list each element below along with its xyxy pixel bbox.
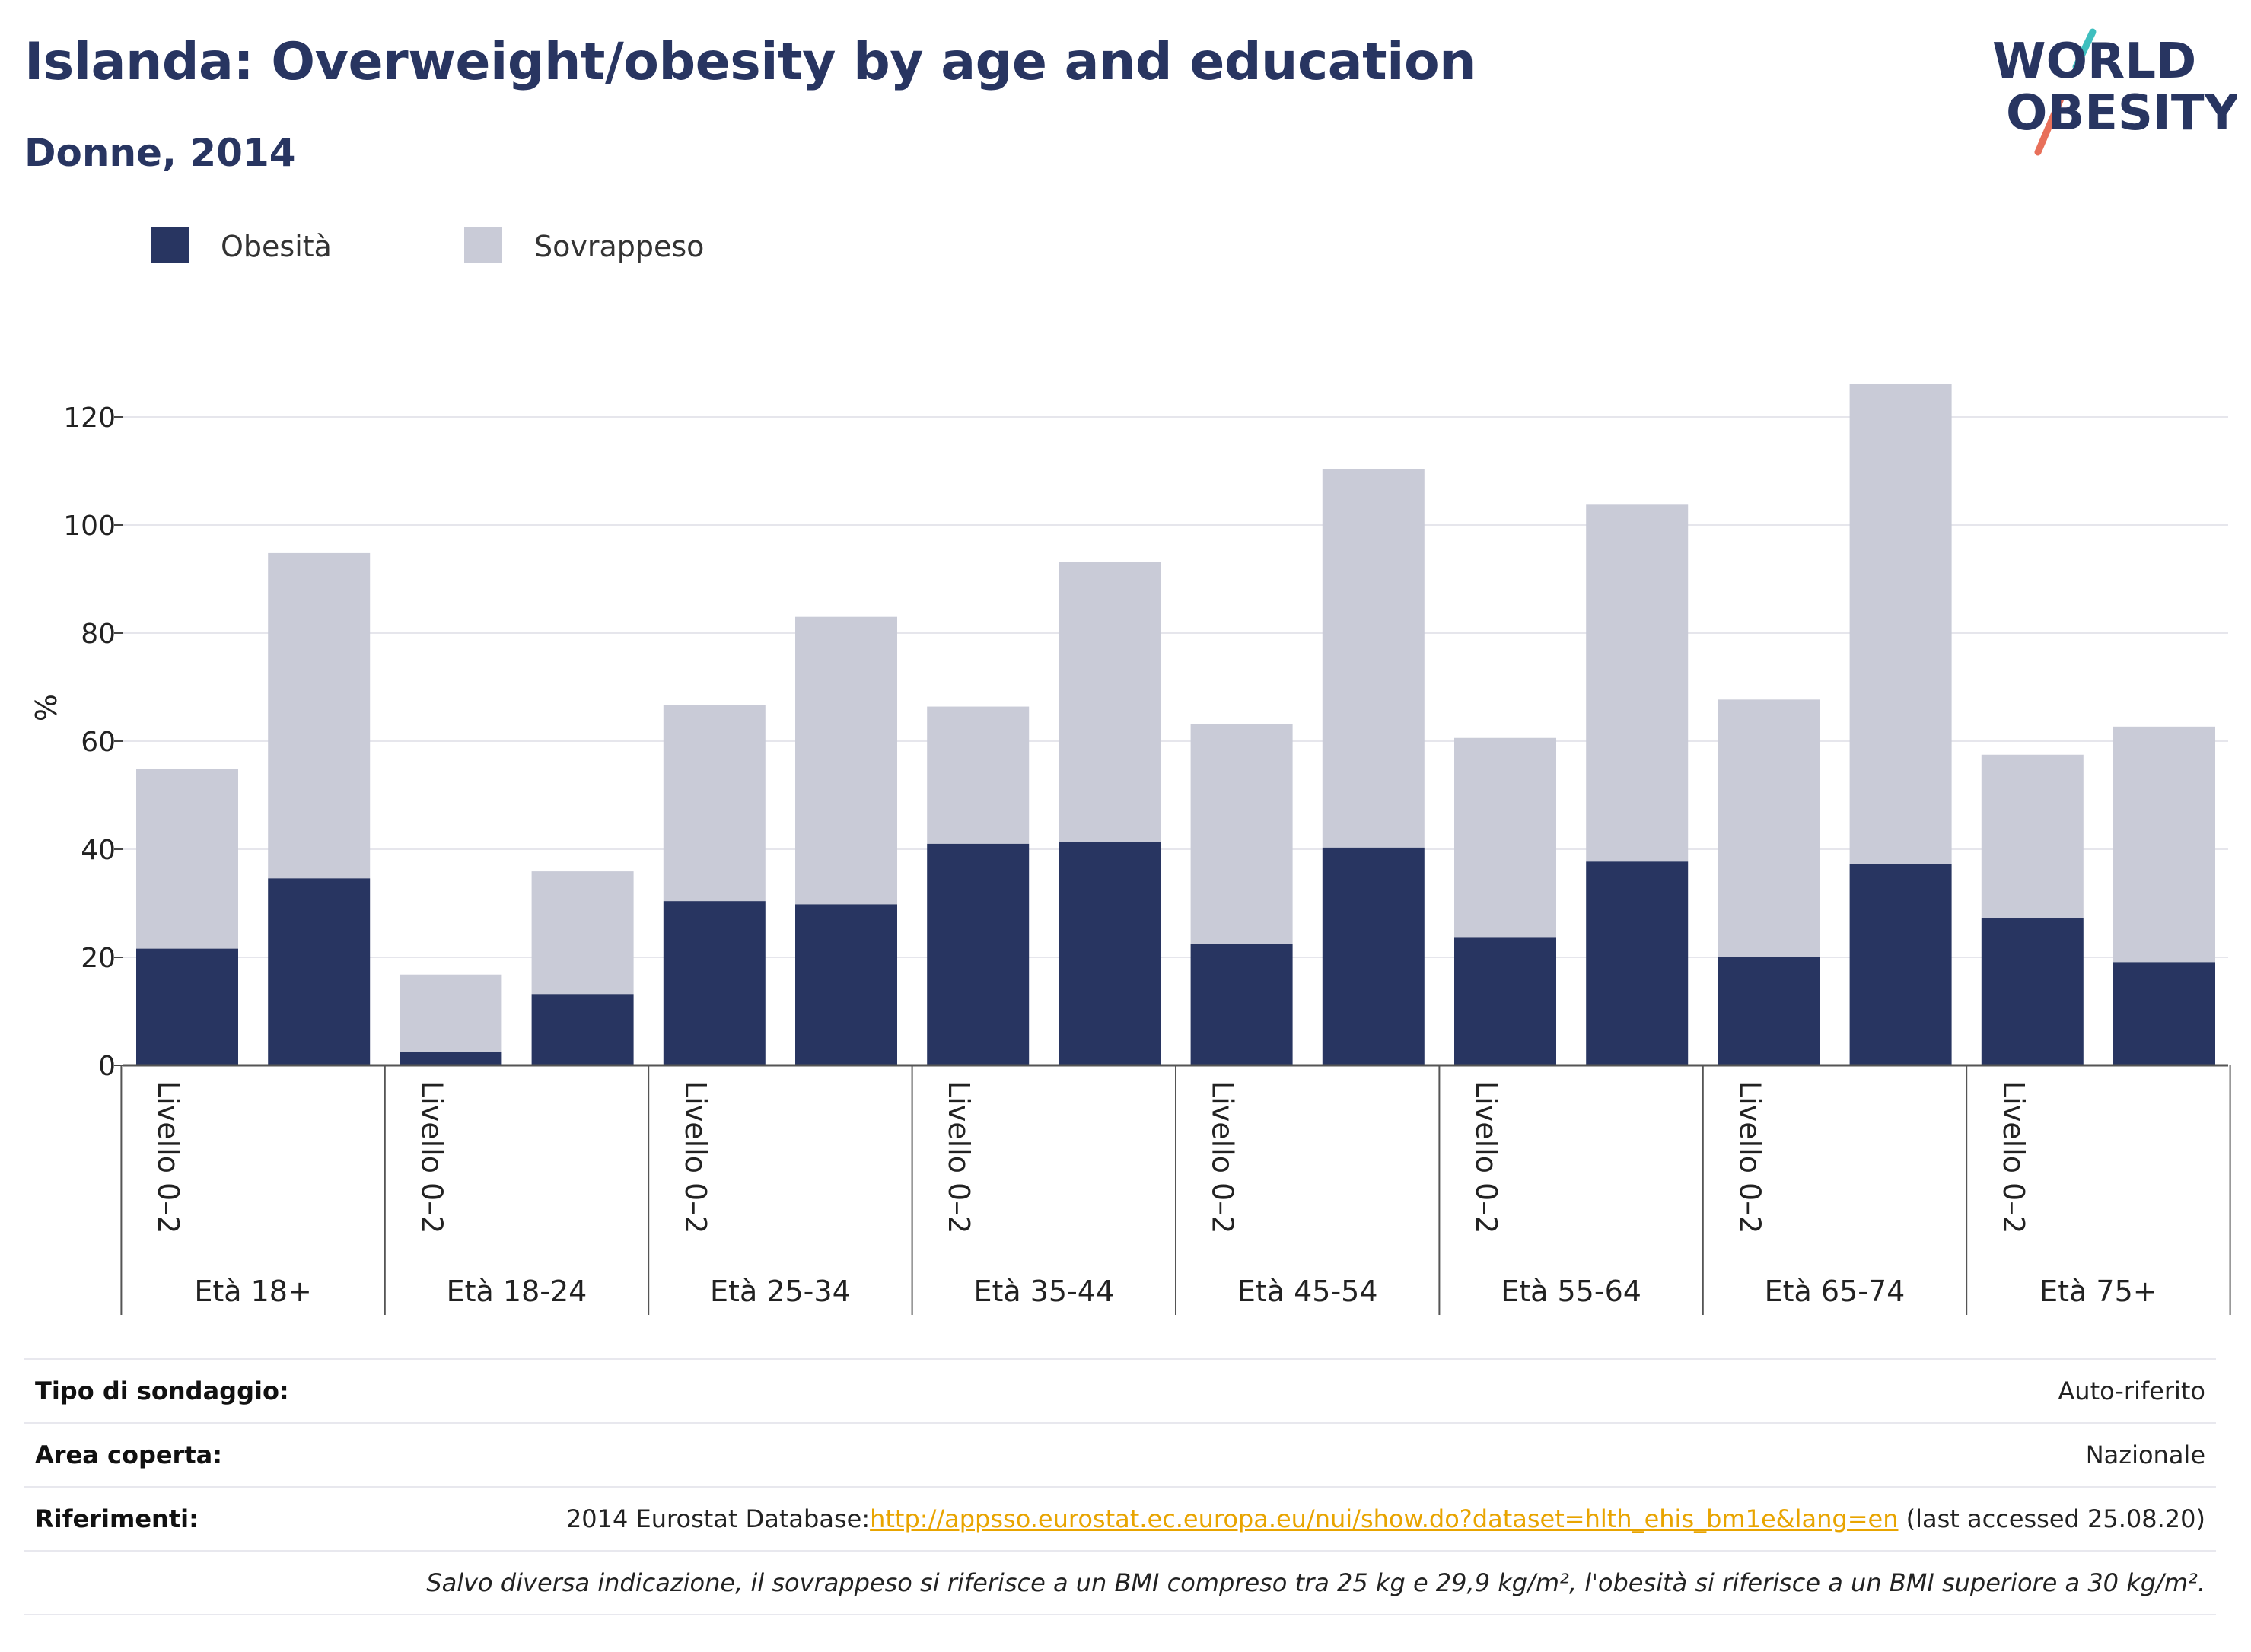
svg-text:WORLD: WORLD xyxy=(1992,33,2196,90)
references-link[interactable]: http://appsso.eurostat.ec.europa.eu/nui/… xyxy=(870,1504,1899,1533)
chart-subtitle: Donne, 2014 xyxy=(24,131,296,175)
info-row-survey: Tipo di sondaggio: Auto-riferito xyxy=(24,1358,2216,1422)
legend-swatch-overweight xyxy=(464,227,502,263)
bar-overweight xyxy=(1849,384,1952,864)
bar-overweight xyxy=(531,871,634,995)
bar-category-label: Livello 0–2 xyxy=(151,1081,185,1233)
y-tick-label: 40 xyxy=(81,835,116,866)
bar-category-label: Livello 0–2 xyxy=(1469,1081,1503,1233)
bar-overweight xyxy=(1718,699,1820,957)
bar-obesity xyxy=(136,948,238,1065)
group-label: Età 55-64 xyxy=(1501,1275,1641,1308)
group-label: Età 45-54 xyxy=(1237,1275,1378,1308)
bar-category-label: Livello 0–2 xyxy=(1206,1081,1240,1233)
chart-title: Islanda: Overweight/obesity by age and e… xyxy=(24,32,1476,92)
bar-overweight xyxy=(1454,737,1556,938)
references-value: 2014 Eurostat Database:http://appsso.eur… xyxy=(566,1504,2205,1533)
references-prefix: 2014 Eurostat Database: xyxy=(565,1504,871,1533)
y-tick-label: 0 xyxy=(98,1051,116,1082)
references-suffix: (last accessed 25.08.20) xyxy=(1898,1504,2205,1533)
legend-swatch-obesity xyxy=(151,227,189,263)
group-label: Età 18+ xyxy=(194,1275,311,1308)
bar-overweight xyxy=(268,552,371,879)
group-label: Età 35-44 xyxy=(973,1275,1114,1308)
bar-obesity xyxy=(927,843,1030,1065)
info-table: Tipo di sondaggio: Auto-riferito Area co… xyxy=(24,1358,2216,1615)
bar-obesity xyxy=(1322,847,1425,1065)
legend-label-overweight: Sovrappeso xyxy=(534,230,705,263)
group-label: Età 75+ xyxy=(2039,1275,2157,1308)
y-tick-label: 80 xyxy=(81,619,116,650)
group-label: Età 25-34 xyxy=(710,1275,851,1308)
bar-overweight xyxy=(2113,726,2215,963)
bmi-definition-note: Salvo diversa indicazione, il sovrappeso… xyxy=(426,1568,2205,1597)
bar-overweight xyxy=(795,616,897,905)
bar-category-label: Livello 0–2 xyxy=(1997,1081,2030,1233)
bar-overweight xyxy=(927,706,1030,844)
y-tick-label: 20 xyxy=(81,943,116,974)
bar-obesity xyxy=(1981,918,2084,1065)
bar-overweight xyxy=(400,974,502,1052)
y-tick-label: 100 xyxy=(63,511,116,542)
bar-obesity xyxy=(400,1052,502,1065)
bar-obesity xyxy=(2113,962,2215,1065)
world-obesity-logo: WORLD OBESITY xyxy=(1992,28,2237,156)
bar-obesity xyxy=(1586,861,1689,1065)
group-label: Età 18-24 xyxy=(447,1275,587,1308)
bar-obesity xyxy=(663,901,766,1065)
bar-obesity xyxy=(1059,842,1161,1065)
info-row-area: Area coperta: Nazionale xyxy=(24,1422,2216,1486)
y-tick-label: 120 xyxy=(63,403,116,434)
bar-overweight xyxy=(136,769,238,949)
bar-obesity xyxy=(268,878,371,1065)
group-label: Età 65-74 xyxy=(1765,1275,1906,1308)
bar-overweight xyxy=(1322,469,1425,848)
bar-obesity xyxy=(1454,937,1556,1065)
bar-overweight xyxy=(1190,724,1293,944)
survey-type-value: Auto-riferito xyxy=(2058,1377,2205,1405)
svg-text:OBESITY: OBESITY xyxy=(2006,85,2237,142)
bar-obesity xyxy=(1849,864,1952,1065)
bar-obesity xyxy=(531,994,634,1065)
bar-obesity xyxy=(1190,944,1293,1065)
area-covered-label: Area coperta: xyxy=(35,1440,223,1469)
references-label: Riferimenti: xyxy=(35,1504,199,1533)
survey-type-label: Tipo di sondaggio: xyxy=(35,1377,289,1405)
bar-overweight xyxy=(1981,754,2084,918)
bar-obesity xyxy=(1718,957,1820,1065)
info-row-references: Riferimenti: 2014 Eurostat Database:http… xyxy=(24,1486,2216,1550)
bar-category-label: Livello 0–2 xyxy=(942,1081,976,1233)
bar-obesity xyxy=(795,904,897,1065)
bar-overweight xyxy=(1586,504,1689,862)
bar-overweight xyxy=(1059,562,1161,842)
bar-category-label: Livello 0–2 xyxy=(679,1081,712,1233)
y-tick-label: 60 xyxy=(81,727,116,758)
info-row-note: Salvo diversa indicazione, il sovrappeso… xyxy=(24,1550,2216,1615)
area-covered-value: Nazionale xyxy=(2085,1440,2205,1469)
legend-label-obesity: Obesità xyxy=(221,230,332,263)
bar-category-label: Livello 0–2 xyxy=(415,1081,448,1233)
y-axis-label: % xyxy=(30,694,63,721)
bar-overweight xyxy=(663,705,766,902)
bar-category-label: Livello 0–2 xyxy=(1733,1081,1766,1233)
stacked-bar-chart: 0 20 40 60 80 100 120% Livello 0–2 Livello 0–2 Li… xyxy=(30,384,2231,1315)
